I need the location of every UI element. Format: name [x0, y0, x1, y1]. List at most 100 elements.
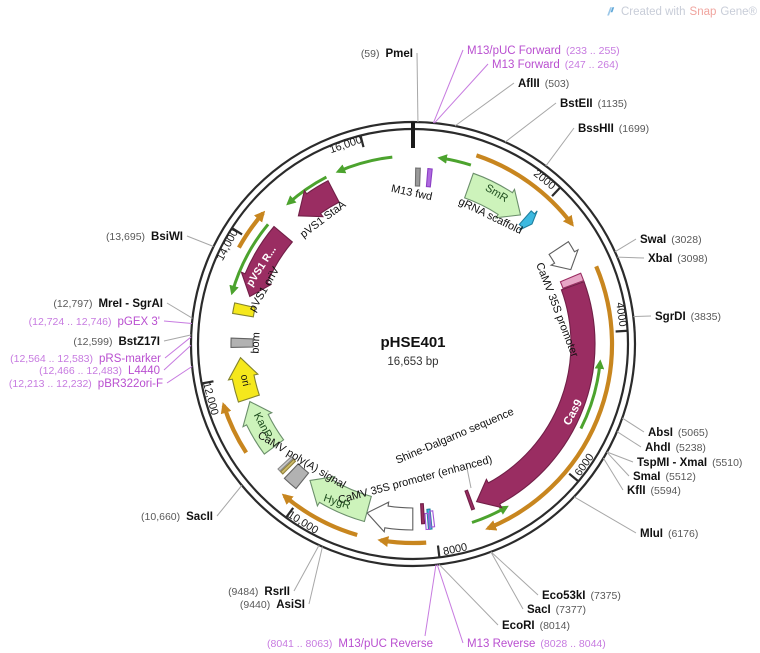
green-orf-arrow-3 [471, 505, 509, 524]
enzyme-label-name-saci: SacI [527, 604, 551, 616]
tick-14000 [231, 227, 243, 236]
green-orf-arrow-0 [335, 155, 393, 174]
enzyme-label-name-mlui: MluI [640, 528, 663, 540]
feature-label-bom: bom [249, 332, 262, 354]
leader-bsteii [504, 102, 557, 143]
snapgene-watermark: Created with Snap Gene® [604, 5, 757, 18]
enzyme-label-name-l4440: L4440 [128, 365, 160, 377]
leader-swai [614, 238, 637, 253]
enzyme-label-xbai: XbaI (3098) [648, 253, 708, 265]
enzyme-label-pos-kfli: (5594) [651, 485, 681, 497]
enzyme-label-pos-absi: (5065) [678, 427, 708, 439]
enzyme-label-pos-bsiwi: (13,695) [106, 231, 145, 243]
enzyme-label-name-kfli: KflI [627, 485, 646, 497]
enzyme-label-name-prs-marker: pRS-marker [99, 353, 161, 365]
enzyme-label-aflii: AflII (503) [518, 78, 569, 90]
enzyme-label-name-asisi: AsiSI [276, 599, 305, 611]
enzyme-label-name-m13-forward: M13 Forward [492, 59, 560, 71]
enzyme-label-pmei: (59) PmeI [361, 48, 413, 60]
leader-absi [622, 417, 645, 433]
enzyme-label-pos-xbai: (3098) [677, 253, 707, 265]
enzyme-label-name-ahdi: AhdI [645, 442, 671, 454]
feature-hygr [309, 475, 372, 523]
enzyme-label-absi: AbsI (5065) [648, 427, 708, 439]
enzyme-label-name-sacii: SacII [186, 511, 213, 523]
orange-orf-arrow-5 [237, 210, 266, 249]
enzyme-label-name-m13-puc-forward: M13/pUC Forward [467, 45, 561, 57]
enzyme-label-pos-m13-puc-reverse: (8041 .. 8063) [267, 638, 332, 650]
enzyme-label-name-pbr322ori-f: pBR322ori-F [98, 378, 163, 390]
tick-12000 [201, 380, 214, 385]
enzyme-label-pos-ahdi: (5238) [676, 442, 706, 454]
enzyme-label-name-pgex-3: pGEX 3' [118, 316, 160, 328]
feature-pvs1-staa [297, 180, 340, 218]
enzyme-label-name-ecori: EcoRI [502, 620, 535, 632]
enzyme-label-pos-saci: (7377) [556, 604, 586, 616]
enzyme-label-name-swai: SwaI [640, 234, 666, 246]
enzyme-label-name-aflii: AflII [518, 78, 540, 90]
leader-ahdi [616, 431, 642, 448]
feature-camv-35s-promoter-arrow [548, 240, 580, 271]
enzyme-label-ahdi: AhdI (5238) [645, 442, 706, 454]
leader-sacii [216, 485, 243, 517]
enzyme-label-pos-sgrdi: (3835) [691, 311, 721, 323]
enzyme-label-pos-mrei-sgrai: (12,797) [53, 298, 92, 310]
leader-m13-reverse [436, 564, 464, 644]
enzyme-label-eco53ki: Eco53kI (7375) [542, 590, 621, 602]
orange-orf-arrow-3 [281, 493, 358, 538]
watermark-created-with: Created with [620, 5, 686, 18]
feature-kanr [242, 400, 285, 455]
orange-orf-arrow-4 [220, 402, 248, 454]
enzyme-label-m13-puc-reverse: (8041 .. 8063) M13/pUC Reverse [267, 638, 433, 650]
leader-smai [606, 451, 630, 477]
enzyme-label-name-bsshii: BssHII [578, 123, 614, 135]
enzyme-label-pos-pmei: (59) [361, 48, 380, 60]
enzyme-label-sacii: (10,660) SacII [141, 511, 213, 523]
enzyme-label-name-bsteii: BstEII [560, 98, 593, 110]
enzyme-label-name-pmei: PmeI [386, 48, 414, 60]
leader-pgex-3 [163, 320, 192, 324]
leader-mrei-sgrai [166, 302, 193, 319]
tick-4000 [615, 329, 628, 333]
leader-sgrdi [633, 315, 652, 318]
feature-plum-tick-8200 [420, 503, 426, 525]
feature-cas9 [475, 280, 596, 509]
enzyme-label-name-m13-reverse: M13 Reverse [467, 638, 535, 650]
enzyme-label-pos-bstz17i: (12,599) [73, 336, 112, 348]
enzyme-label-bsiwi: (13,695) BsiWI [106, 231, 183, 243]
enzyme-label-rsrii: (9484) RsrII [228, 586, 290, 598]
feature-ori [227, 356, 260, 403]
feature-pvs1-repa [240, 225, 294, 298]
orange-orf-arrow-0 [475, 153, 574, 227]
feature-m13-fwd-primer-tick [425, 167, 433, 188]
green-orf-arrow-2 [579, 359, 605, 430]
orf-arrows-group [220, 153, 615, 547]
enzyme-label-pos-m13-reverse: (8028 .. 8044) [540, 638, 605, 650]
leader-aflii [454, 82, 515, 127]
leader-bsiwi [186, 235, 214, 247]
leader-tspmi-xmai [606, 451, 634, 463]
enzyme-label-pos-aflii: (503) [545, 78, 570, 90]
enzyme-label-sgrdi: SgrDI (3835) [655, 311, 721, 323]
feature-pvs1-oriv-box [231, 302, 256, 318]
plasmid-title: pHSE401 [380, 334, 445, 351]
enzyme-label-pos-pgex-3: (12,724 .. 12,746) [29, 316, 112, 328]
leader-prs-marker [164, 336, 192, 359]
feature-m13-rev-primer-box-a [428, 510, 436, 528]
green-orf-arrow-1 [437, 154, 472, 167]
enzyme-label-kfli: KflI (5594) [627, 485, 681, 497]
enzyme-label-pos-m13-puc-forward: (233 .. 255) [566, 45, 620, 57]
feature-bom-box [230, 337, 254, 348]
enzyme-label-pos-pbr322ori-f: (12,213 .. 12,232) [9, 378, 92, 390]
enzyme-label-m13-reverse: M13 Reverse (8028 .. 8044) [467, 638, 606, 650]
feature-camv-polya-signal-box [283, 463, 310, 490]
enzyme-label-pos-smai: (5512) [666, 471, 696, 483]
enzyme-label-name-tspmi-xmai: TspMI - XmaI [637, 457, 707, 469]
enzyme-label-smai: SmaI (5512) [633, 471, 696, 483]
enzyme-label-bsteii: BstEII (1135) [560, 98, 627, 110]
enzyme-label-mlui: MluI (6176) [640, 528, 698, 540]
feature-grna-scaffold-arrow [518, 210, 538, 231]
leader-saci [490, 551, 524, 610]
enzyme-label-name-sgrdi: SgrDI [655, 311, 686, 323]
feature-label-shine-dalgarno: Shine-Dalgarno sequence [394, 406, 516, 467]
